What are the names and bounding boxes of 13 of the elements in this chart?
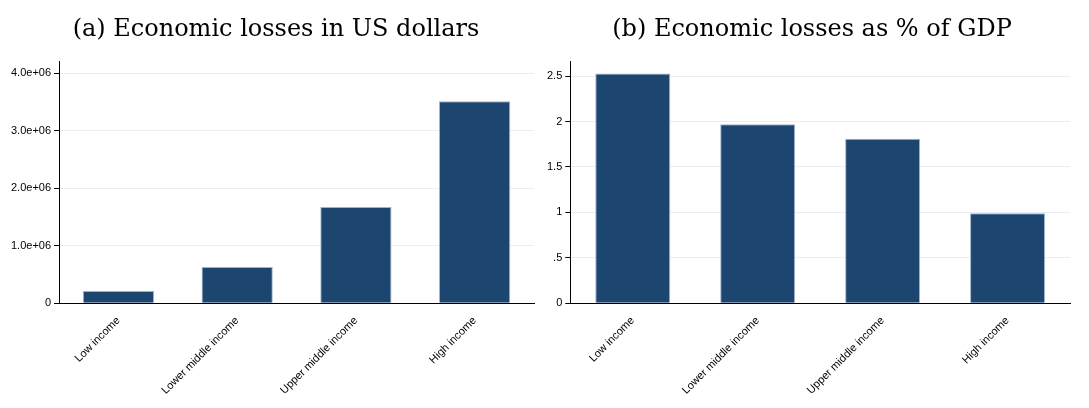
y-tick-label: 4.0e+06: [10, 66, 52, 79]
y-tick-label: 0: [556, 296, 563, 309]
y-tick-label: 2.5: [546, 69, 563, 82]
chart-title: (a) Economic losses in US dollars: [71, 13, 481, 44]
y-tick-label: 1.5: [546, 159, 563, 172]
y-tick-label: 3.0e+06: [10, 123, 52, 136]
y-tick-label: 0: [44, 296, 52, 309]
y-tick-label: 2.0e+06: [10, 181, 52, 194]
y-tick-label: 1: [556, 205, 563, 218]
y-tick-label: 2: [556, 114, 563, 127]
y-tick-label: 1.0e+06: [10, 238, 52, 251]
chart-title: (b) Economic losses as % of GDP: [611, 13, 1013, 44]
y-tick-label: .5: [553, 250, 563, 263]
